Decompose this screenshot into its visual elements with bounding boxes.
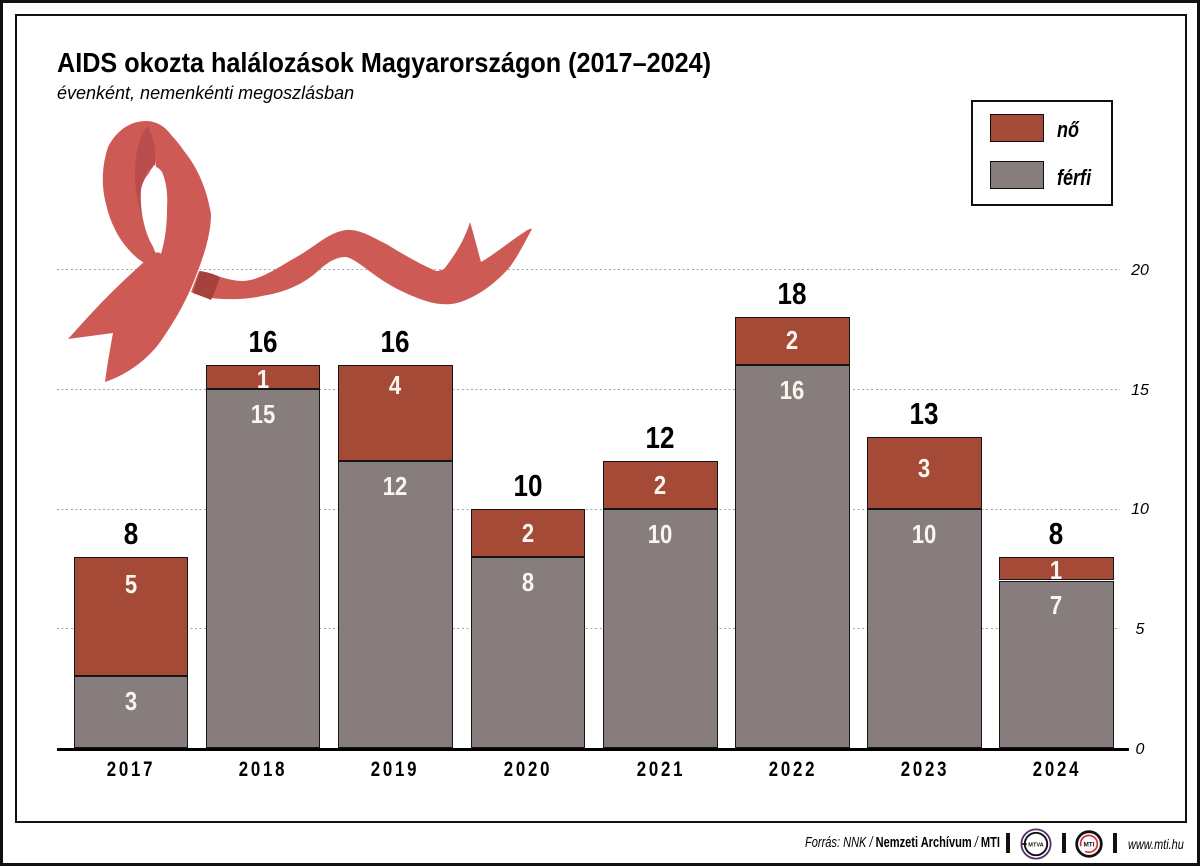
- svg-text:MTI: MTI: [1083, 841, 1094, 848]
- svg-text:MTVA: MTVA: [1028, 842, 1043, 848]
